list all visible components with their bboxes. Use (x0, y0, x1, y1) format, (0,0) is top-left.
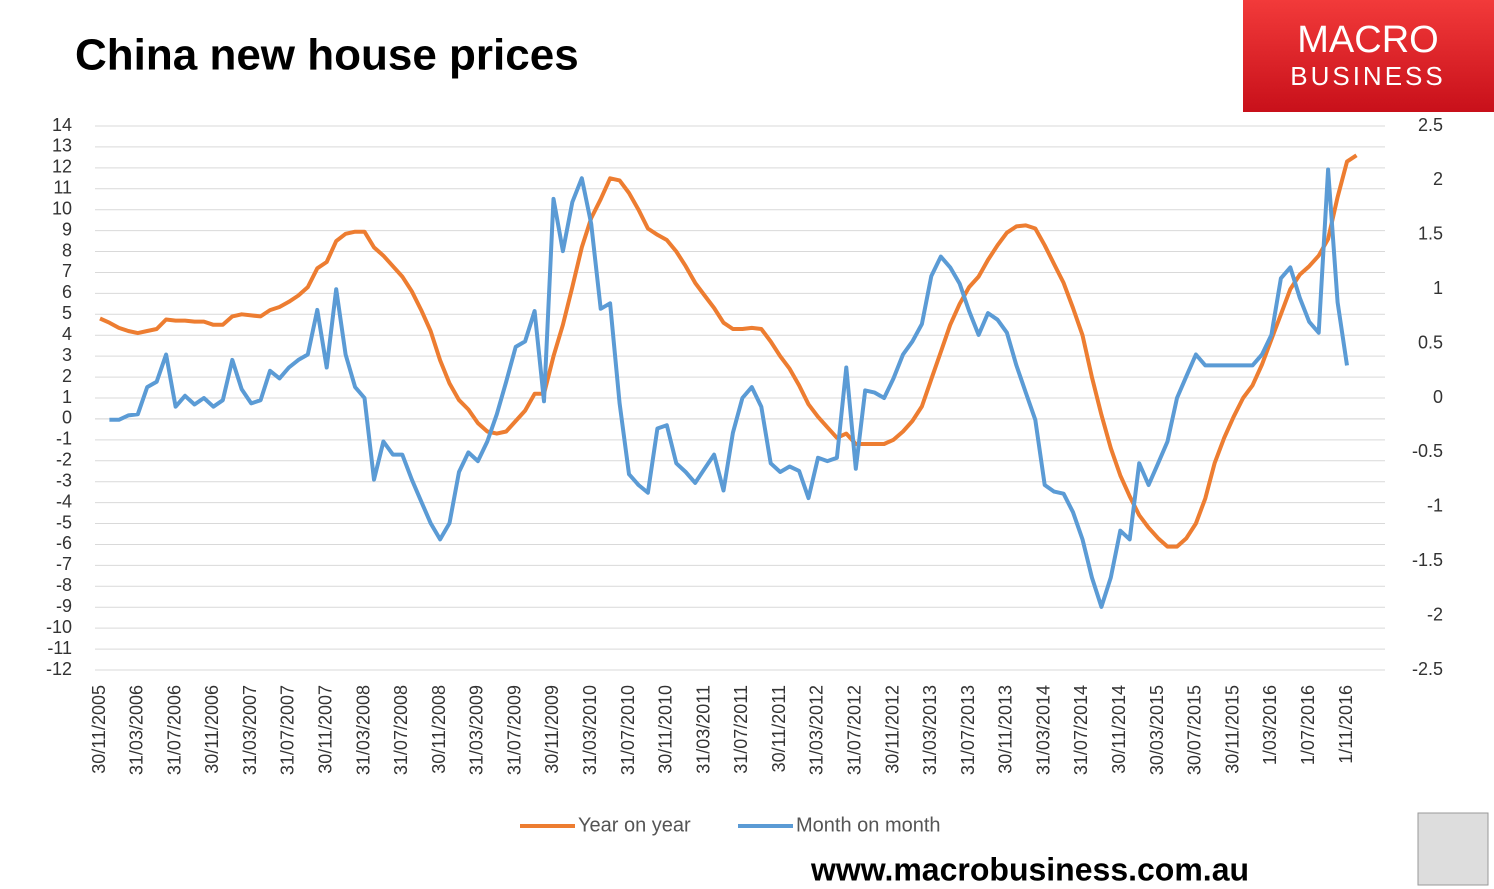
chart-title: China new house prices (75, 31, 579, 80)
x-tick-label: 30/11/2007 (315, 685, 335, 774)
x-tick-label: 31/07/2011 (731, 685, 751, 774)
y-tick-label: 6 (62, 282, 72, 302)
y2-tick-label: -2.5 (1412, 659, 1443, 679)
y2-tick-label: 1 (1433, 278, 1443, 298)
legend-label: Year on year (578, 814, 691, 836)
x-tick-label: 31/03/2006 (127, 685, 147, 775)
y-tick-label: -8 (56, 575, 72, 595)
series-line (99, 153, 1358, 549)
x-tick-label: 30/11/2012 (882, 685, 902, 774)
y2-tick-label: -0.5 (1412, 441, 1443, 461)
x-tick-label: 1/11/2016 (1336, 685, 1356, 764)
x-tick-label: 30/11/2014 (1109, 685, 1129, 774)
x-tick-label: 1/03/2016 (1260, 685, 1280, 765)
y-tick-label: 5 (62, 303, 72, 323)
x-tick-label: 31/07/2008 (391, 685, 411, 775)
x-tick-label: 31/03/2009 (467, 685, 487, 775)
x-tick-label: 31/03/2007 (240, 685, 260, 775)
x-tick-label: 31/07/2014 (1071, 685, 1091, 775)
y-tick-label: 9 (62, 219, 72, 239)
y-tick-label: -2 (56, 450, 72, 470)
x-tick-label: 30/11/2006 (202, 685, 222, 774)
y-tick-label: 14 (52, 115, 72, 135)
y-tick-label: 8 (62, 240, 72, 260)
logo-box (1243, 0, 1494, 112)
x-tick-label: 30/03/2015 (1147, 685, 1167, 775)
y-tick-label: -11 (47, 638, 72, 658)
y-tick-label: 1 (62, 387, 72, 407)
source-url: www.macrobusiness.com.au (810, 851, 1249, 887)
y2-tick-label: -2 (1427, 604, 1443, 624)
x-tick-label: 31/03/2008 (353, 685, 373, 775)
x-tick-label: 31/07/2007 (278, 685, 298, 775)
x-tick-label: 31/03/2013 (920, 685, 940, 775)
logo-top: MACRO (1297, 19, 1438, 61)
x-tick-label: 31/03/2011 (693, 685, 713, 774)
y-tick-label: -5 (56, 512, 72, 532)
x-tick-label: 31/03/2012 (807, 685, 827, 775)
x-tick-label: 1/07/2016 (1298, 685, 1318, 765)
fox-icon (1417, 812, 1489, 886)
y2-tick-label: 2.5 (1418, 115, 1443, 135)
y-tick-label: -10 (46, 617, 72, 637)
y-tick-label: 10 (52, 198, 72, 218)
x-tick-label: 30/11/2009 (542, 685, 562, 774)
y-tick-label: 0 (62, 408, 72, 428)
x-tick-label: 31/07/2010 (618, 685, 638, 775)
y-tick-label: 4 (62, 324, 72, 344)
y-tick-label: -1 (56, 429, 72, 449)
x-tick-label: 31/07/2013 (958, 685, 978, 775)
y-tick-label: 3 (62, 345, 72, 365)
y2-tick-label: 1.5 (1418, 224, 1443, 244)
x-tick-label: 31/07/2006 (164, 685, 184, 775)
x-tick-label: 31/03/2010 (580, 685, 600, 775)
series-line (109, 167, 1349, 609)
y-tick-label: -12 (46, 659, 72, 679)
y2-tick-label: 2 (1433, 169, 1443, 189)
y-tick-label: 12 (52, 157, 72, 177)
x-tick-label: 30/11/2015 (1222, 685, 1242, 774)
x-tick-label: 30/11/2008 (429, 685, 449, 774)
x-tick-label: 30/11/2011 (769, 685, 789, 772)
x-tick-label: 31/03/2014 (1033, 685, 1053, 775)
y2-tick-label: -1 (1427, 496, 1443, 516)
y-tick-label: -6 (56, 533, 72, 553)
y-tick-label: -7 (56, 554, 72, 574)
legend-label: Month on month (796, 814, 941, 836)
x-tick-label: 30/11/2010 (656, 685, 676, 774)
y2-tick-label: 0 (1433, 387, 1443, 407)
x-tick-label: 30/07/2015 (1185, 685, 1205, 775)
x-tick-label: 31/07/2012 (845, 685, 865, 775)
y-tick-label: 11 (53, 178, 72, 198)
y-tick-label: -9 (56, 596, 72, 616)
x-tick-label: 31/07/2009 (504, 685, 524, 775)
y2-tick-label: 0.5 (1418, 332, 1443, 352)
y-tick-label: -3 (56, 470, 72, 490)
y-tick-label: 13 (52, 136, 72, 156)
y-tick-label: -4 (56, 491, 72, 511)
y-tick-label: 7 (62, 261, 72, 281)
y-tick-label: 2 (62, 366, 72, 386)
x-tick-label: 30/11/2005 (89, 685, 109, 774)
logo-bottom: BUSINESS (1290, 61, 1446, 91)
x-tick-label: 30/11/2013 (996, 685, 1016, 774)
y2-tick-label: -1.5 (1412, 550, 1443, 570)
